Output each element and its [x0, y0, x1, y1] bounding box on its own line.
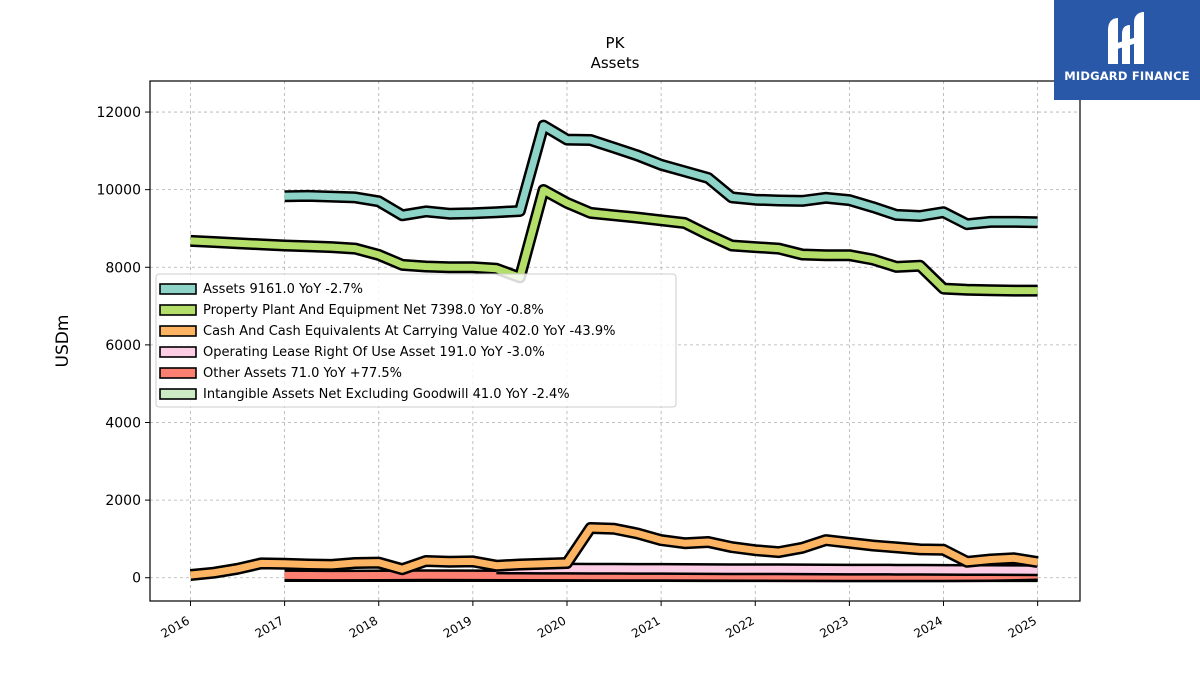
legend-swatch-1 [159, 304, 197, 316]
legend-swatch-5 [159, 388, 197, 400]
series-layer [189, 119, 1039, 583]
chart-subtitle: Assets [591, 54, 640, 72]
legend-label-2: Cash And Cash Equivalents At Carrying Va… [203, 324, 615, 339]
series-line-2 [190, 524, 1039, 579]
y-tick-label-1: 2000 [105, 493, 141, 509]
y-tick-label-5: 10000 [96, 183, 141, 199]
y-tick-label-6: 12000 [96, 105, 141, 121]
x-tick-label-2: 2018 [347, 613, 380, 640]
legend: Assets 9161.0 YoY -2.7% Property Plant An… [155, 273, 677, 408]
y-tick-label-3: 6000 [105, 338, 141, 354]
legend-label-1: Property Plant And Equipment Net 7398.0 … [203, 303, 544, 318]
series-line-3 [496, 564, 1038, 574]
brand-logo: MIDGARD FINANCE [1054, 0, 1200, 100]
x-tick-label-7: 2023 [817, 613, 850, 640]
legend-label-5: Intangible Assets Net Excluding Goodwill… [203, 387, 570, 402]
brand-name: MIDGARD FINANCE [1064, 69, 1190, 83]
x-tick-label-5: 2021 [629, 613, 662, 640]
series-1 [190, 184, 1038, 297]
legend-swatch-3 [159, 346, 197, 358]
y-tick-label-2: 4000 [105, 415, 141, 431]
series-0 [284, 119, 1038, 231]
x-tick-label-3: 2019 [441, 613, 474, 640]
plot-frame [149, 80, 1081, 602]
chart-title: PK [606, 34, 626, 52]
legend-label-0: Assets 9161.0 YoY -2.7% [203, 282, 363, 297]
legend-box [155, 273, 677, 408]
x-tick-label-6: 2022 [723, 613, 756, 640]
legend-swatch-4 [159, 367, 197, 379]
series-line-1 [190, 186, 1038, 295]
x-tick-label-0: 2016 [159, 613, 192, 640]
logo-mark-icon [1108, 12, 1144, 64]
legend-label-4: Other Assets 71.0 YoY +77.5% [203, 366, 402, 381]
series-3 [496, 562, 1038, 577]
legend-swatch-0 [159, 283, 197, 295]
x-tick-label-9: 2025 [1006, 613, 1039, 640]
series-4 [284, 569, 1038, 583]
series-2 [189, 522, 1039, 581]
y-axis-label: USDm [53, 315, 73, 368]
x-tick-label-4: 2020 [535, 613, 568, 640]
y-tick-label-4: 8000 [105, 260, 141, 276]
x-tick-label-8: 2024 [912, 613, 945, 640]
legend-swatch-2 [159, 325, 197, 337]
y-tick-label-0: 0 [132, 571, 141, 587]
series-line-0 [284, 122, 1038, 228]
series-line-4 [284, 571, 1038, 580]
legend-label-3: Operating Lease Right Of Use Asset 191.0… [203, 345, 545, 360]
x-tick-label-1: 2017 [253, 613, 286, 640]
